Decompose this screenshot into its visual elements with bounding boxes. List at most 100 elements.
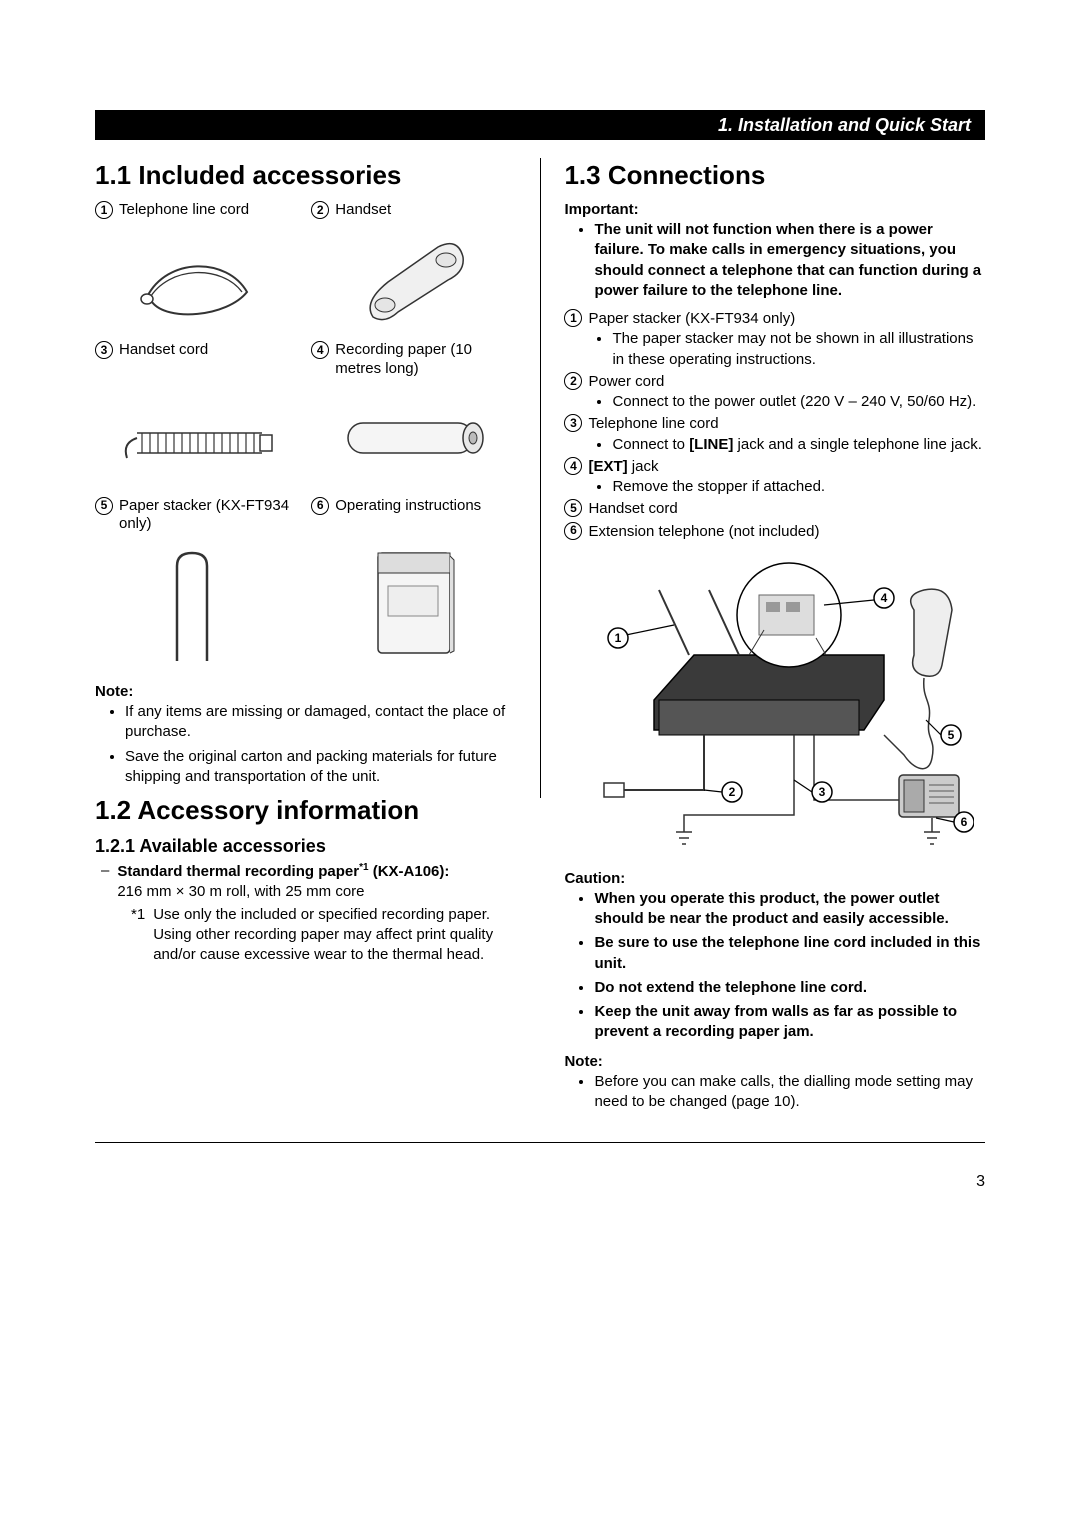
handset-icon (311, 227, 515, 337)
accessories-grid: 1 Telephone line cord 2 Handset (95, 201, 516, 673)
connection-sub: Connect to the power outlet (220 V – 240… (564, 392, 985, 412)
accessory-info-text: Standard thermal recording paper*1 (KX-A… (117, 861, 449, 903)
accessory-label: 1 Telephone line cord (95, 201, 299, 223)
connection-sub-text: The paper stacker may not be shown in al… (612, 329, 985, 370)
left-column: 1.1 Included accessories 1 Telephone lin… (95, 154, 516, 1120)
note-item: If any items are missing or damaged, con… (125, 702, 516, 743)
footer-rule (95, 1142, 985, 1143)
accessory-label: 6 Operating instructions (311, 497, 515, 535)
accessory-text: Telephone line cord (119, 201, 249, 220)
page-number: 3 (95, 1173, 985, 1191)
number-circle-icon: 3 (95, 341, 113, 359)
column-divider (540, 158, 541, 798)
accessory-info-item: – Standard thermal recording paper*1 (KX… (95, 861, 516, 903)
caution-item: Be sure to use the telephone line cord i… (594, 933, 985, 974)
text: jack and a single telephone line jack. (733, 436, 982, 453)
diagram-num: 6 (961, 815, 968, 829)
diagram-num: 3 (819, 785, 826, 799)
accessory-text: Paper stacker (KX-FT934 only) (119, 497, 299, 535)
connection-diagram: 1 4 2 3 5 6 (564, 560, 985, 860)
number-circle-icon: 1 (564, 309, 582, 327)
note-item: Before you can make calls, the dialling … (594, 1072, 985, 1113)
caution-item: Keep the unit away from walls as far as … (594, 1002, 985, 1043)
caution-item: Do not extend the telephone line cord. (594, 978, 985, 998)
page: 1. Installation and Quick Start 1.1 Incl… (0, 0, 1080, 1241)
superscript: *1 (359, 862, 368, 873)
bracket-label: [EXT] (588, 458, 627, 475)
section-1-2-1-title: 1.2.1 Available accessories (95, 836, 516, 857)
manual-booklet-icon (311, 538, 515, 673)
text: Connect to (612, 436, 689, 453)
bold-text: (KX-A106): (369, 863, 450, 880)
note-heading: Note: (95, 683, 516, 700)
connection-sub: Remove the stopper if attached. (564, 477, 985, 497)
connection-item: 5 Handset cord (564, 499, 985, 519)
bold-text: Standard thermal recording paper (117, 863, 359, 880)
connection-label: [EXT] jack (588, 457, 658, 477)
section-1-1-title: 1.1 Included accessories (95, 160, 516, 191)
connection-label: Power cord (588, 372, 664, 392)
note-list: If any items are missing or damaged, con… (95, 702, 516, 787)
diagram-num: 2 (729, 785, 736, 799)
caution-item: When you operate this product, the power… (594, 889, 985, 930)
important-list: The unit will not function when there is… (564, 220, 985, 301)
caution-heading: Caution: (564, 870, 985, 887)
connection-sub: The paper stacker may not be shown in al… (564, 329, 985, 370)
number-circle-icon: 3 (564, 414, 582, 432)
accessory-label: 2 Handset (311, 201, 515, 223)
section-1-3-title: 1.3 Connections (564, 160, 985, 191)
number-circle-icon: 4 (564, 457, 582, 475)
connection-item: 4 [EXT] jack (564, 457, 985, 477)
number-circle-icon: 5 (95, 497, 113, 515)
accessory-label: 5 Paper stacker (KX-FT934 only) (95, 497, 299, 535)
note-list: Before you can make calls, the dialling … (564, 1072, 985, 1113)
footnote-text: Use only the included or specified recor… (153, 905, 515, 966)
number-circle-icon: 4 (311, 341, 329, 359)
connection-item: 6 Extension telephone (not included) (564, 522, 985, 542)
footnote: *1 Use only the included or specified re… (95, 905, 516, 966)
paper-stacker-icon (95, 538, 299, 673)
chapter-header: 1. Installation and Quick Start (95, 110, 985, 140)
connection-sub: Connect to [LINE] jack and a single tele… (564, 435, 985, 455)
connections-list: 1 Paper stacker (KX-FT934 only) The pape… (564, 309, 985, 542)
number-circle-icon: 2 (311, 201, 329, 219)
footnote-mark: *1 (131, 905, 145, 966)
number-circle-icon: 6 (564, 522, 582, 540)
telephone-cord-icon (95, 227, 299, 337)
connection-item: 3 Telephone line cord (564, 414, 985, 434)
caution-list: When you operate this product, the power… (564, 889, 985, 1043)
text: jack (628, 458, 659, 475)
number-circle-icon: 6 (311, 497, 329, 515)
accessory-text: Handset cord (119, 341, 208, 360)
connection-sub-text: Remove the stopper if attached. (612, 477, 985, 497)
connection-sub-text: Connect to [LINE] jack and a single tele… (612, 435, 985, 455)
connection-item: 2 Power cord (564, 372, 985, 392)
connection-sub-text: Connect to the power outlet (220 V – 240… (612, 392, 985, 412)
dash: – (101, 861, 109, 903)
section-1-2-title: 1.2 Accessory information (95, 795, 516, 826)
accessory-text: Recording paper (10 metres long) (335, 341, 515, 379)
bracket-label: [LINE] (689, 436, 733, 453)
connection-label: Handset cord (588, 499, 677, 519)
right-column: 1.3 Connections Important: The unit will… (564, 154, 985, 1120)
number-circle-icon: 5 (564, 499, 582, 517)
accessory-label: 4 Recording paper (10 metres long) (311, 341, 515, 379)
connection-label: Paper stacker (KX-FT934 only) (588, 309, 795, 329)
diagram-num: 4 (881, 591, 888, 605)
note-item: Save the original carton and packing mat… (125, 747, 516, 788)
diagram-num: 5 (948, 728, 955, 742)
connection-label: Extension telephone (not included) (588, 522, 819, 542)
diagram-num: 1 (615, 631, 622, 645)
note-heading: Note: (564, 1053, 985, 1070)
dimension-text: 216 mm × 30 m roll, with 25 mm core (117, 883, 364, 900)
recording-paper-icon (311, 383, 515, 493)
accessory-text: Operating instructions (335, 497, 481, 516)
number-circle-icon: 1 (95, 201, 113, 219)
connection-item: 1 Paper stacker (KX-FT934 only) (564, 309, 985, 329)
chapter-title: 1. Installation and Quick Start (718, 115, 971, 136)
number-circle-icon: 2 (564, 372, 582, 390)
important-item: The unit will not function when there is… (594, 220, 985, 301)
important-heading: Important: (564, 201, 985, 218)
connection-label: Telephone line cord (588, 414, 718, 434)
accessory-text: Handset (335, 201, 391, 220)
